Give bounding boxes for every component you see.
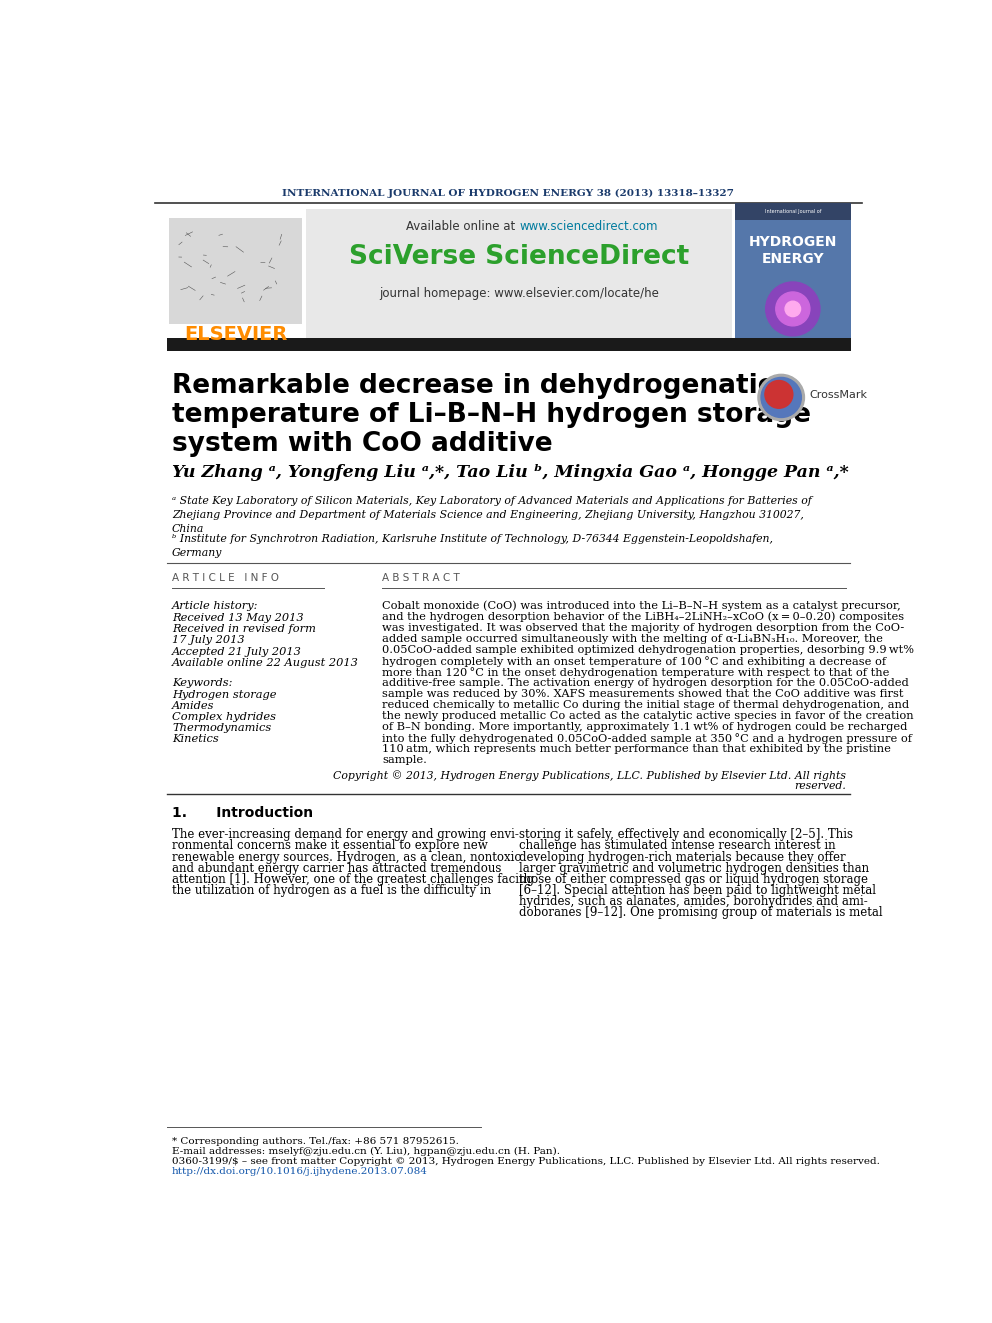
- Text: ronmental concerns make it essential to explore new: ronmental concerns make it essential to …: [172, 839, 488, 852]
- Text: www.sciencedirect.com: www.sciencedirect.com: [519, 220, 658, 233]
- Bar: [735, 204, 851, 221]
- Circle shape: [785, 302, 801, 316]
- Text: reserved.: reserved.: [795, 781, 846, 791]
- Text: 1.      Introduction: 1. Introduction: [172, 806, 313, 820]
- Circle shape: [758, 374, 805, 421]
- Text: Amides: Amides: [172, 701, 214, 712]
- Text: and the hydrogen desorption behavior of the LiBH₄–2LiNH₂–xCoO (x = 0–0.20) compo: and the hydrogen desorption behavior of …: [382, 611, 904, 622]
- Text: doboranes [9–12]. One promising group of materials is metal: doboranes [9–12]. One promising group of…: [519, 906, 883, 919]
- Text: sample.: sample.: [382, 755, 427, 765]
- Text: SciVerse ScienceDirect: SciVerse ScienceDirect: [349, 243, 689, 270]
- Text: ᵇ Institute for Synchrotron Radiation, Karlsruhe Institute of Technology, D-7634: ᵇ Institute for Synchrotron Radiation, K…: [172, 533, 773, 558]
- Bar: [167, 339, 851, 352]
- Text: HYDROGEN: HYDROGEN: [749, 235, 837, 249]
- Circle shape: [766, 282, 820, 336]
- Circle shape: [765, 381, 793, 409]
- Text: http://dx.doi.org/10.1016/j.ijhydene.2013.07.084: http://dx.doi.org/10.1016/j.ijhydene.201…: [172, 1167, 428, 1176]
- Bar: [169, 218, 303, 324]
- Text: was investigated. It was observed that the majority of hydrogen desorption from : was investigated. It was observed that t…: [382, 623, 905, 632]
- Text: temperature of Li–B–N–H hydrogen storage: temperature of Li–B–N–H hydrogen storage: [172, 402, 811, 429]
- Text: Remarkable decrease in dehydrogenation: Remarkable decrease in dehydrogenation: [172, 373, 795, 400]
- Text: CrossMark: CrossMark: [809, 390, 867, 400]
- Text: more than 120 °C in the onset dehydrogenation temperature with respect to that o: more than 120 °C in the onset dehydrogen…: [382, 667, 890, 677]
- Text: hydrogen completely with an onset temperature of 100 °C and exhibiting a decreas: hydrogen completely with an onset temper…: [382, 656, 886, 667]
- Text: Copyright © 2013, Hydrogen Energy Publications, LLC. Published by Elsevier Ltd. : Copyright © 2013, Hydrogen Energy Public…: [333, 770, 846, 782]
- Text: E-mail addresses: mselyf@zju.edu.cn (Y. Liu), hgpan@zju.edu.cn (H. Pan).: E-mail addresses: mselyf@zju.edu.cn (Y. …: [172, 1147, 560, 1156]
- Text: 17 July 2013: 17 July 2013: [172, 635, 245, 646]
- Circle shape: [776, 292, 809, 325]
- Text: system with CoO additive: system with CoO additive: [172, 431, 553, 458]
- Text: hydrides, such as alanates, amides, borohydrides and ami-: hydrides, such as alanates, amides, boro…: [519, 896, 868, 909]
- Text: ELSEVIER: ELSEVIER: [184, 325, 288, 344]
- Text: the newly produced metallic Co acted as the catalytic active species in favor of: the newly produced metallic Co acted as …: [382, 710, 914, 721]
- Text: Complex hydrides: Complex hydrides: [172, 712, 276, 722]
- Text: of B–N bonding. More importantly, approximately 1.1 wt% of hydrogen could be rec: of B–N bonding. More importantly, approx…: [382, 722, 908, 732]
- Text: The ever-increasing demand for energy and growing envi-: The ever-increasing demand for energy an…: [172, 828, 519, 841]
- Text: challenge has stimulated intense research interest in: challenge has stimulated intense researc…: [519, 839, 836, 852]
- Text: and abundant energy carrier has attracted tremendous: and abundant energy carrier has attracte…: [172, 861, 501, 875]
- FancyBboxPatch shape: [307, 209, 732, 340]
- Text: into the fully dehydrogenated 0.05CoO-added sample at 350 °C and a hydrogen pres: into the fully dehydrogenated 0.05CoO-ad…: [382, 733, 912, 744]
- Text: ᵃ State Key Laboratory of Silicon Materials, Key Laboratory of Advanced Material: ᵃ State Key Laboratory of Silicon Materi…: [172, 496, 811, 534]
- Text: Yu Zhang ᵃ, Yongfeng Liu ᵃ,*, Tao Liu ᵇ, Mingxia Gao ᵃ, Hongge Pan ᵃ,*: Yu Zhang ᵃ, Yongfeng Liu ᵃ,*, Tao Liu ᵇ,…: [172, 463, 849, 480]
- Text: Cobalt monoxide (CoO) was introduced into the Li–B–N–H system as a catalyst prec: Cobalt monoxide (CoO) was introduced int…: [382, 601, 901, 611]
- Text: A R T I C L E   I N F O: A R T I C L E I N F O: [172, 573, 279, 583]
- Text: additive-free sample. The activation energy of hydrogen desorption for the 0.05C: additive-free sample. The activation ene…: [382, 677, 909, 688]
- Text: Available online 22 August 2013: Available online 22 August 2013: [172, 658, 359, 668]
- Text: the utilization of hydrogen as a fuel is the difficulty in: the utilization of hydrogen as a fuel is…: [172, 884, 491, 897]
- Text: Kinetics: Kinetics: [172, 733, 219, 744]
- Text: storing it safely, effectively and economically [2–5]. This: storing it safely, effectively and econo…: [519, 828, 853, 841]
- Text: Accepted 21 July 2013: Accepted 21 July 2013: [172, 647, 302, 656]
- Text: journal homepage: www.elsevier.com/locate/he: journal homepage: www.elsevier.com/locat…: [379, 287, 660, 300]
- Text: renewable energy sources. Hydrogen, as a clean, nontoxic: renewable energy sources. Hydrogen, as a…: [172, 851, 521, 864]
- Text: A B S T R A C T: A B S T R A C T: [382, 573, 460, 583]
- Text: International Journal of: International Journal of: [765, 209, 821, 214]
- Text: 110 atm, which represents much better performance than that exhibited by the pri: 110 atm, which represents much better pe…: [382, 744, 891, 754]
- Text: attention [1]. However, one of the greatest challenges facing: attention [1]. However, one of the great…: [172, 873, 534, 886]
- Text: Received 13 May 2013: Received 13 May 2013: [172, 613, 304, 623]
- Text: Keywords:: Keywords:: [172, 679, 232, 688]
- Text: [6–12]. Special attention has been paid to lightweight metal: [6–12]. Special attention has been paid …: [519, 884, 876, 897]
- Text: Thermodynamics: Thermodynamics: [172, 722, 271, 733]
- Text: developing hydrogen-rich materials because they offer: developing hydrogen-rich materials becau…: [519, 851, 846, 864]
- Text: Article history:: Article history:: [172, 601, 259, 611]
- Bar: [735, 209, 851, 340]
- Text: added sample occurred simultaneously with the melting of α-Li₄BN₃H₁₀. Moreover, : added sample occurred simultaneously wit…: [382, 634, 883, 644]
- Text: Hydrogen storage: Hydrogen storage: [172, 691, 277, 700]
- Text: * Corresponding authors. Tel./fax: +86 571 87952615.: * Corresponding authors. Tel./fax: +86 5…: [172, 1136, 459, 1146]
- Text: sample was reduced by 30%. XAFS measurements showed that the CoO additive was fi: sample was reduced by 30%. XAFS measurem…: [382, 689, 904, 699]
- Text: 0360-3199/$ – see front matter Copyright © 2013, Hydrogen Energy Publications, L: 0360-3199/$ – see front matter Copyright…: [172, 1158, 880, 1167]
- Bar: [167, 209, 305, 340]
- Text: those of either compressed gas or liquid hydrogen storage: those of either compressed gas or liquid…: [519, 873, 868, 886]
- Text: reduced chemically to metallic Co during the initial stage of thermal dehydrogen: reduced chemically to metallic Co during…: [382, 700, 910, 710]
- Text: INTERNATIONAL JOURNAL OF HYDROGEN ENERGY 38 (2013) 13318–13327: INTERNATIONAL JOURNAL OF HYDROGEN ENERGY…: [283, 189, 734, 198]
- Text: Received in revised form: Received in revised form: [172, 624, 315, 634]
- Circle shape: [761, 377, 802, 418]
- Text: ENERGY: ENERGY: [762, 251, 824, 266]
- Text: Available online at: Available online at: [407, 220, 519, 233]
- Text: 0.05CoO-added sample exhibited optimized dehydrogenation properties, desorbing 9: 0.05CoO-added sample exhibited optimized…: [382, 644, 914, 655]
- Text: larger gravimetric and volumetric hydrogen densities than: larger gravimetric and volumetric hydrog…: [519, 861, 869, 875]
